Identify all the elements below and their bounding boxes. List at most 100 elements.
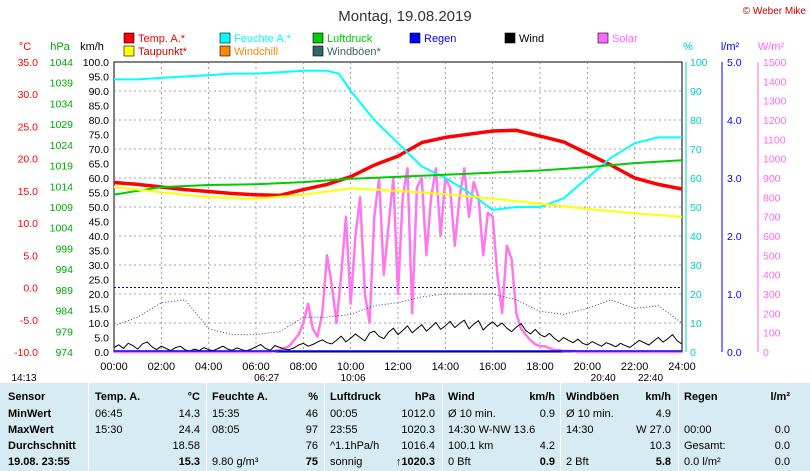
- axis-tick-label: -5.0: [20, 315, 38, 327]
- table-cell: 46: [305, 408, 318, 420]
- table-cell: 5.8: [655, 456, 671, 468]
- axis-tick-label: 10.0: [18, 218, 39, 230]
- axis-tick-label: 200: [763, 308, 781, 320]
- axis-tick-label: 1024: [50, 140, 74, 152]
- table-cell: 4.2: [539, 440, 555, 452]
- table-cell: 0.0: [774, 456, 790, 468]
- axis-tick-label: 1039: [50, 78, 74, 90]
- axis-tick-label: 60.0: [89, 173, 110, 185]
- table-cell: 24.4: [178, 424, 200, 436]
- axis-tick-label: 979: [55, 326, 73, 338]
- table-cell: hPa: [414, 391, 435, 403]
- table-cell: 2 Bft: [566, 456, 589, 468]
- axis-tick-label: 4.0: [727, 115, 742, 127]
- axis-tick-label: 0.0: [23, 283, 38, 295]
- x-tick-label: 12:00: [384, 361, 412, 373]
- table-separator: [560, 383, 561, 471]
- legend-swatch: [219, 32, 231, 44]
- axis-tick-label: 1044: [50, 57, 74, 69]
- axis-tick-label: 0.0: [727, 347, 742, 359]
- table-cell: 97: [305, 424, 318, 436]
- table-cell: 9.80 g/m³: [212, 456, 259, 468]
- watermark: © Weber Mike: [743, 6, 807, 17]
- axis-tick-label: 10: [690, 318, 702, 330]
- axis-tick-label: 35.0: [89, 246, 110, 258]
- axis-tick-label: 989: [55, 285, 73, 297]
- table-cell: %: [308, 391, 318, 403]
- table-cell: 14:30: [566, 424, 594, 436]
- table-cell: °C: [187, 391, 200, 403]
- table-cell: 0.9: [539, 408, 555, 420]
- table-cell: 15.3: [178, 456, 200, 468]
- legend-swatch: [123, 32, 135, 44]
- table-cell: Temp. A.: [95, 391, 141, 403]
- axis-tick-label: 1400: [763, 76, 787, 88]
- axis-tick-label: 70.0: [89, 144, 110, 156]
- table-cell: 10.3: [649, 440, 671, 452]
- axis-tick-label: 40: [690, 231, 702, 243]
- axis-tick-label: 90: [690, 86, 702, 98]
- axis-tick-label: 90.0: [89, 86, 110, 98]
- axis-tick-label: 15.0: [89, 304, 110, 316]
- axis-tick-label: 999: [55, 243, 73, 255]
- table-cell: 15:30: [95, 424, 123, 436]
- legend-swatch: [312, 32, 324, 44]
- axis-tick-label: 95.0: [89, 72, 110, 84]
- axis-tick-label: 50.0: [89, 202, 110, 214]
- legend-label: Windchill: [234, 46, 278, 58]
- weather-chart: Montag, 19.08.2019 © Weber Mike Temp. A.* F…: [11, 6, 807, 383]
- table-cell: 18.58: [172, 440, 200, 452]
- axis-tick-label: 1000: [763, 154, 787, 166]
- x-tick-label: 24:00: [668, 361, 696, 373]
- x-tick-label: 20:00: [574, 361, 602, 373]
- legend-swatch: [504, 32, 516, 44]
- table-cell: Wind: [448, 391, 475, 403]
- axis-tick-label: 1014: [50, 181, 74, 193]
- x-tick-label: 08:00: [290, 361, 318, 373]
- axis-tick-label: 5.0: [727, 57, 742, 69]
- table-cell: 06:45: [95, 408, 123, 420]
- axis-tick-label: -10.0: [14, 347, 38, 359]
- x-tick-label: 18:00: [526, 361, 554, 373]
- axis-tick-label: 900: [763, 173, 781, 185]
- series-line: [114, 69, 682, 211]
- axis-tick-label: 1.0: [727, 289, 742, 301]
- time-marker-label: 14:13: [11, 373, 36, 383]
- axis-tick-label: 20: [690, 289, 702, 301]
- axis-tick-label: 20.0: [89, 289, 110, 301]
- axis-tick-label: 30.0: [89, 260, 110, 272]
- axis-tick-label: 1034: [50, 98, 74, 110]
- gust-series: [113, 293, 683, 336]
- table-cell: km/h: [529, 391, 555, 403]
- table-cell: MaxWert: [8, 424, 54, 436]
- axis-tick-label: 3.0: [727, 173, 742, 185]
- axis-tick-label: 1019: [50, 161, 74, 173]
- axis-tick-label: 45.0: [89, 217, 110, 229]
- time-marker-label: 20:40: [591, 373, 616, 383]
- axis-tick-label: 400: [763, 270, 781, 282]
- x-tick-label: 04:00: [195, 361, 223, 373]
- series-line: [113, 159, 683, 196]
- table-cell: Ø 10 min.: [566, 408, 614, 420]
- table-cell: Ø 10 min.: [448, 408, 496, 420]
- table-cell: 23:55: [330, 424, 358, 436]
- table-cell: ^1.1hPa/h: [330, 440, 380, 452]
- chart-title: Montag, 19.08.2019: [338, 8, 471, 25]
- axis-unit-label: %: [683, 41, 693, 53]
- legend-label: Luftdruck: [327, 33, 373, 45]
- axis-tick-label: 15.0: [18, 186, 39, 198]
- x-tick-label: 10:00: [337, 361, 365, 373]
- axis-tick-label: 1500: [763, 57, 787, 69]
- axis-tick-label: 974: [55, 347, 73, 359]
- table-cell: 00:00: [684, 424, 712, 436]
- axis-tick-label: 60: [690, 173, 702, 185]
- legend-label: Regen: [424, 33, 456, 45]
- axis-tick-label: 85.0: [89, 101, 110, 113]
- axis-unit-label: hPa: [50, 41, 70, 53]
- table-cell: MinWert: [8, 408, 52, 420]
- table-cell: Windböen: [566, 391, 620, 403]
- table-cell: 0 Bft: [448, 456, 471, 468]
- axis-tick-label: 0: [763, 347, 769, 359]
- legend-swatch: [409, 32, 421, 44]
